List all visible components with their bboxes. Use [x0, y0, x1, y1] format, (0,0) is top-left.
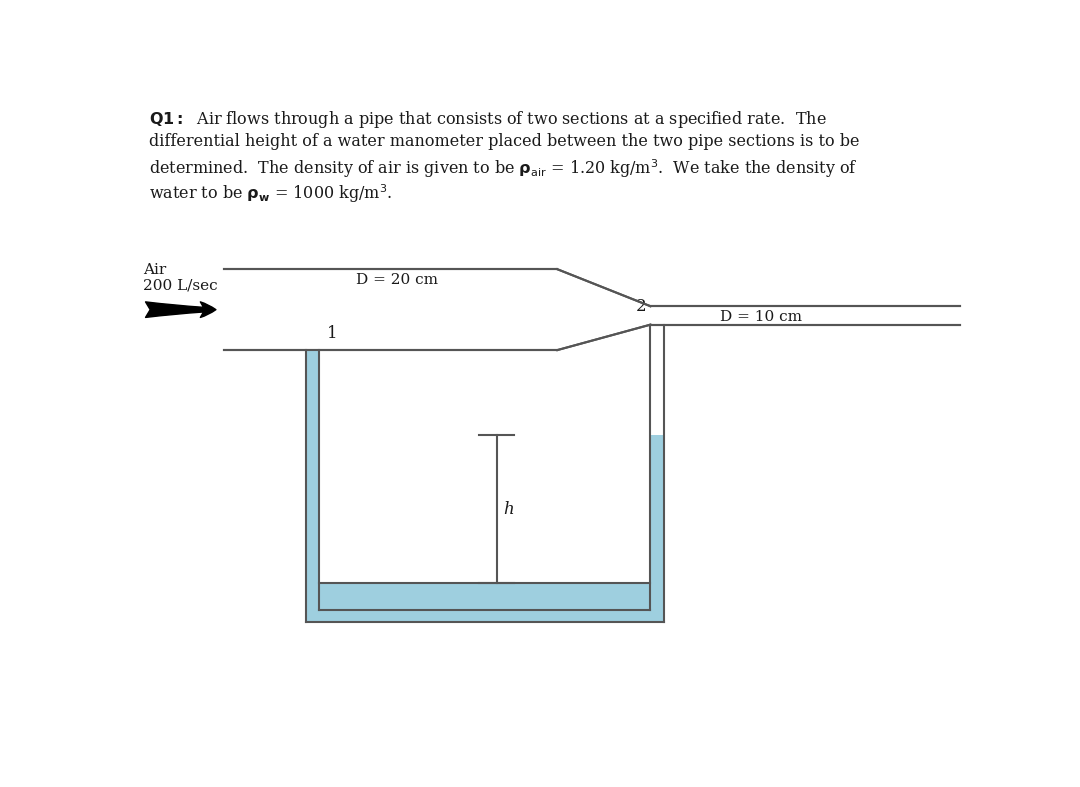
Text: D = 10 cm: D = 10 cm — [720, 310, 802, 324]
Bar — [650, 434, 664, 622]
Text: $\mathbf{Q1:}$  Air flows through a pipe that consists of two sections at a spec: $\mathbf{Q1:}$ Air flows through a pipe … — [149, 109, 826, 130]
Text: h: h — [502, 501, 513, 518]
Text: D = 20 cm: D = 20 cm — [356, 273, 437, 287]
Text: determined.  The density of air is given to be $\mathbf{\rho_\mathrm{air}}$ = 1.: determined. The density of air is given … — [149, 157, 858, 180]
Bar — [306, 350, 320, 622]
Text: Air
200 L/sec: Air 200 L/sec — [143, 263, 217, 293]
Bar — [306, 583, 664, 622]
Text: differential height of a water manometer placed between the two pipe sections is: differential height of a water manometer… — [149, 133, 860, 150]
Text: 1: 1 — [327, 325, 338, 342]
Text: 2: 2 — [636, 298, 647, 316]
Bar — [306, 610, 664, 622]
Text: water to be $\mathbf{\rho_w}$ = 1000 kg/m$^3$.: water to be $\mathbf{\rho_w}$ = 1000 kg/… — [149, 182, 392, 205]
